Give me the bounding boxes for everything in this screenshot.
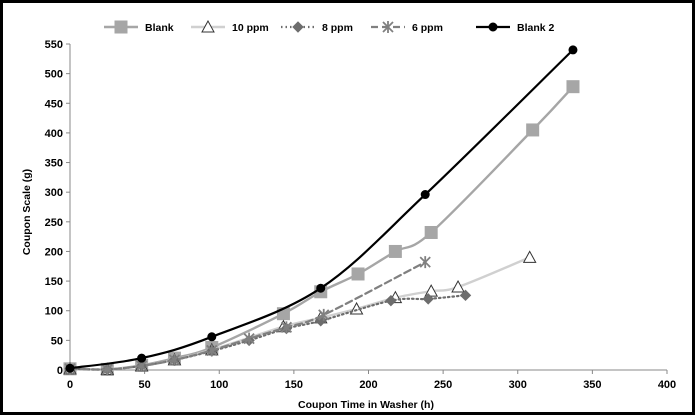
data-point	[526, 123, 540, 137]
series-blank-2	[65, 45, 578, 373]
legend-label: 6 ppm	[412, 22, 443, 34]
legend-marker	[292, 21, 304, 33]
legend-label: Blank	[145, 22, 174, 34]
data-point	[424, 225, 438, 239]
x-tick-label: 400	[658, 379, 676, 391]
data-point	[419, 256, 431, 269]
legend-entry: 6 ppm	[371, 21, 443, 34]
data-point	[388, 244, 402, 258]
data-point	[568, 45, 578, 55]
legend-marker	[114, 20, 128, 34]
data-point	[451, 279, 465, 293]
data-point	[137, 353, 147, 363]
data-point	[422, 293, 434, 305]
series-layer	[63, 45, 580, 376]
y-tick-label: 150	[45, 276, 63, 288]
data-point	[243, 332, 255, 345]
x-tick-label: 300	[509, 379, 527, 391]
data-point	[206, 344, 218, 357]
y-tick-label: 50	[51, 335, 63, 347]
legend-marker	[382, 21, 394, 33]
data-point	[420, 190, 430, 200]
y-tick-label: 300	[45, 187, 63, 199]
y-tick-label: 550	[45, 39, 63, 51]
data-point	[459, 289, 472, 302]
legend-marker	[201, 19, 215, 33]
x-tick-label: 0	[67, 379, 73, 391]
legend-entry: Blank	[104, 20, 174, 34]
legend-entry: 8 ppm	[281, 21, 353, 34]
x-tick-label: 50	[139, 379, 151, 391]
y-tick-label: 0	[57, 365, 63, 377]
legend-entry: Blank 2	[476, 22, 555, 34]
y-tick-label: 100	[45, 306, 63, 318]
data-point	[316, 283, 326, 293]
axes: 0 50 100 150 200 250 300 350 400 450 500 550 0 50 100 1…	[45, 39, 677, 391]
data-point	[280, 321, 293, 334]
y-tick-label: 200	[45, 246, 63, 258]
series-line	[68, 261, 427, 371]
legend-label: Blank 2	[517, 22, 555, 34]
legend-label: 8 ppm	[322, 22, 353, 34]
data-point	[385, 294, 397, 307]
data-point	[207, 332, 217, 342]
x-axis-title: Coupon Time in Washer (h)	[298, 399, 434, 411]
legend-label: 10 ppm	[232, 22, 269, 34]
legend: Blank 10 ppm 8 ppm 6 ppm Blank 2	[104, 19, 555, 34]
y-tick-label: 500	[45, 69, 63, 81]
legend-marker	[488, 22, 498, 32]
data-point	[522, 250, 537, 263]
x-tick-label: 100	[210, 379, 228, 391]
data-point	[351, 267, 365, 281]
data-point	[101, 363, 113, 376]
y-axis-title: Coupon Scale (g)	[21, 169, 33, 255]
y-tick-label: 450	[45, 98, 63, 110]
data-point	[168, 353, 181, 366]
y-tick-label: 400	[45, 128, 63, 140]
x-tick-label: 250	[434, 379, 452, 391]
x-tick-label: 150	[285, 379, 303, 391]
x-tick-label: 200	[359, 379, 377, 391]
data-point	[318, 308, 330, 321]
data-point	[566, 80, 580, 94]
data-point	[65, 363, 75, 373]
x-tick-label: 350	[583, 379, 601, 391]
y-tick-label: 350	[45, 158, 63, 170]
legend-entry: 10 ppm	[191, 19, 269, 34]
y-tick-label: 250	[45, 217, 63, 229]
